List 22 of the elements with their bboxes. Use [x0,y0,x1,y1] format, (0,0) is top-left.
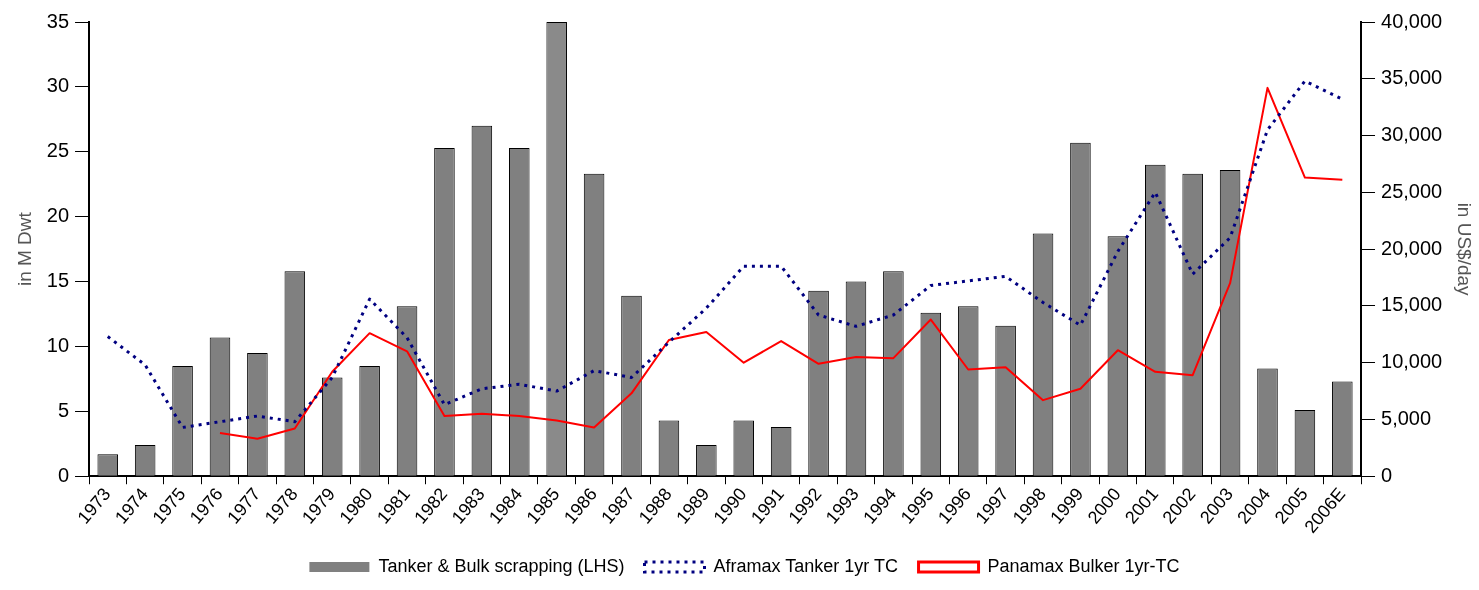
y2-tick-label: 0 [1381,463,1393,486]
y2-tick-label: 25,000 [1381,179,1443,202]
y-tick-label: 10 [46,333,70,356]
legend-label: Aframax Tanker 1yr TC [713,555,898,576]
y-tick-label: 15 [46,269,70,292]
y-axis-title: in M Dwt [13,211,35,287]
y2-axis-title: in US$/day [1454,202,1476,297]
y2-tick-label: 10,000 [1381,350,1443,373]
y-tick-label: 25 [46,139,70,162]
y-tick-label: 5 [57,398,70,421]
legend-label: Panamax Bulker 1yr-TC [987,555,1180,576]
y-tick-label: 30 [46,74,70,97]
y-tick-label: 0 [57,463,70,486]
y2-tick-label: 20,000 [1381,236,1443,259]
y2-tick-label: 30,000 [1381,123,1443,146]
y2-tick-label: 5,000 [1381,406,1432,429]
y2-tick-label: 15,000 [1381,293,1443,316]
legend-label: Tanker & Bulk scrapping (LHS) [378,555,625,576]
y2-tick-label: 40,000 [1381,9,1443,32]
y-tick-label: 20 [46,204,70,227]
y2-tick-label: 35,000 [1381,66,1443,89]
y-tick-label: 35 [46,9,70,32]
